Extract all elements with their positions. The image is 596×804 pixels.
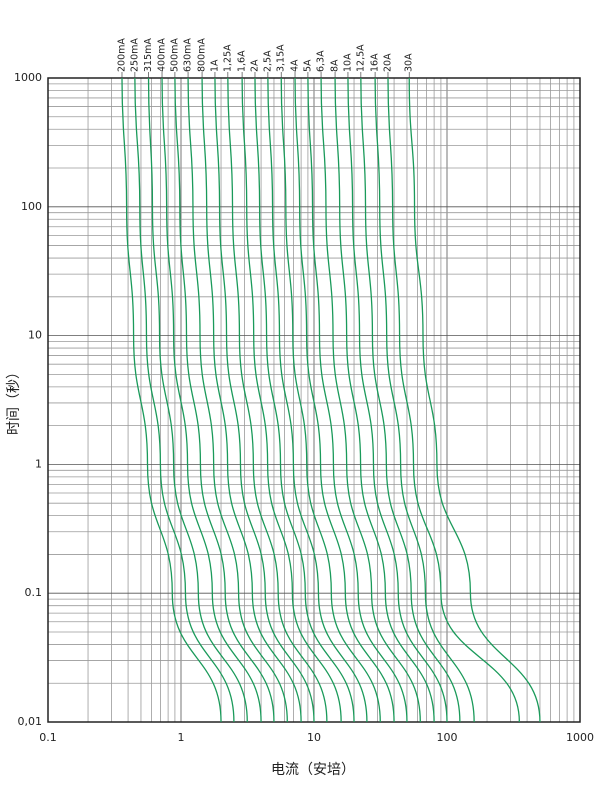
x-tick-label: 10 [307, 731, 321, 744]
fuse-curve [307, 77, 408, 723]
y-tick-label: 0.1 [25, 586, 43, 599]
curve-label: 1A [209, 59, 220, 72]
x-tick-label: 1 [178, 731, 185, 744]
fuse-curve [374, 77, 475, 723]
curve-label: 1,6A [237, 50, 248, 72]
x-tick-label: 100 [437, 731, 458, 744]
fuse-curve [201, 77, 302, 723]
fuse-curve [320, 77, 421, 723]
fuse-curve [134, 77, 235, 723]
curve-label: 4A [290, 59, 301, 72]
fuse-curve [174, 77, 275, 723]
fuse-curve [254, 77, 355, 723]
fuse-curve [214, 77, 315, 723]
curve-label: 630mA [183, 38, 194, 72]
x-axis-title: 电流（安培） [271, 762, 355, 778]
curve-label: 20A [382, 53, 393, 72]
curve-label: 1,25A [222, 44, 233, 72]
x-tick-label: 0.1 [39, 731, 57, 744]
curve-label: 315mA [143, 38, 154, 72]
curve-label: 5A [302, 59, 313, 72]
fuse-curve [347, 77, 448, 723]
x-tick-label: 1000 [566, 731, 594, 744]
curve-label: 12,5A [355, 44, 366, 72]
fuse-curve [267, 77, 368, 723]
curve-label: 400mA [157, 38, 168, 72]
curve-label: 10A [342, 53, 353, 72]
curve-label: 2A [249, 59, 260, 72]
curve-label: 8A [330, 59, 341, 72]
curve-label: 3,15A [276, 44, 287, 72]
y-tick-label: 100 [21, 200, 42, 213]
fuse-curve [121, 77, 222, 723]
fuse-curve [280, 77, 381, 723]
curve-label: 500mA [169, 38, 180, 72]
curve-label: 16A [370, 53, 381, 72]
curve-label: 250mA [129, 38, 140, 72]
y-tick-label: 1000 [14, 71, 42, 84]
fuse-curve [408, 77, 541, 723]
fuse-curve [187, 77, 288, 723]
y-tick-label: 10 [28, 329, 42, 342]
fuse-curve [294, 77, 395, 723]
fuse-curve [147, 77, 248, 723]
curve-label: 30A [404, 53, 415, 72]
curve-label: 200mA [116, 38, 127, 72]
curve-label: 800mA [197, 38, 208, 72]
y-axis-title: 时间（秒） [6, 365, 22, 435]
curve-label: 2,5A [262, 50, 273, 72]
fuse-curve [241, 77, 342, 723]
y-tick-label: 0,01 [18, 715, 43, 728]
fuse-curve [360, 77, 461, 723]
fuse-curve [334, 77, 435, 723]
fuse-curve [227, 77, 328, 723]
fuse-curve [161, 77, 262, 723]
y-tick-label: 1 [35, 457, 42, 470]
curve-label: 6,3A [316, 50, 327, 72]
fuse-curve [387, 77, 521, 723]
